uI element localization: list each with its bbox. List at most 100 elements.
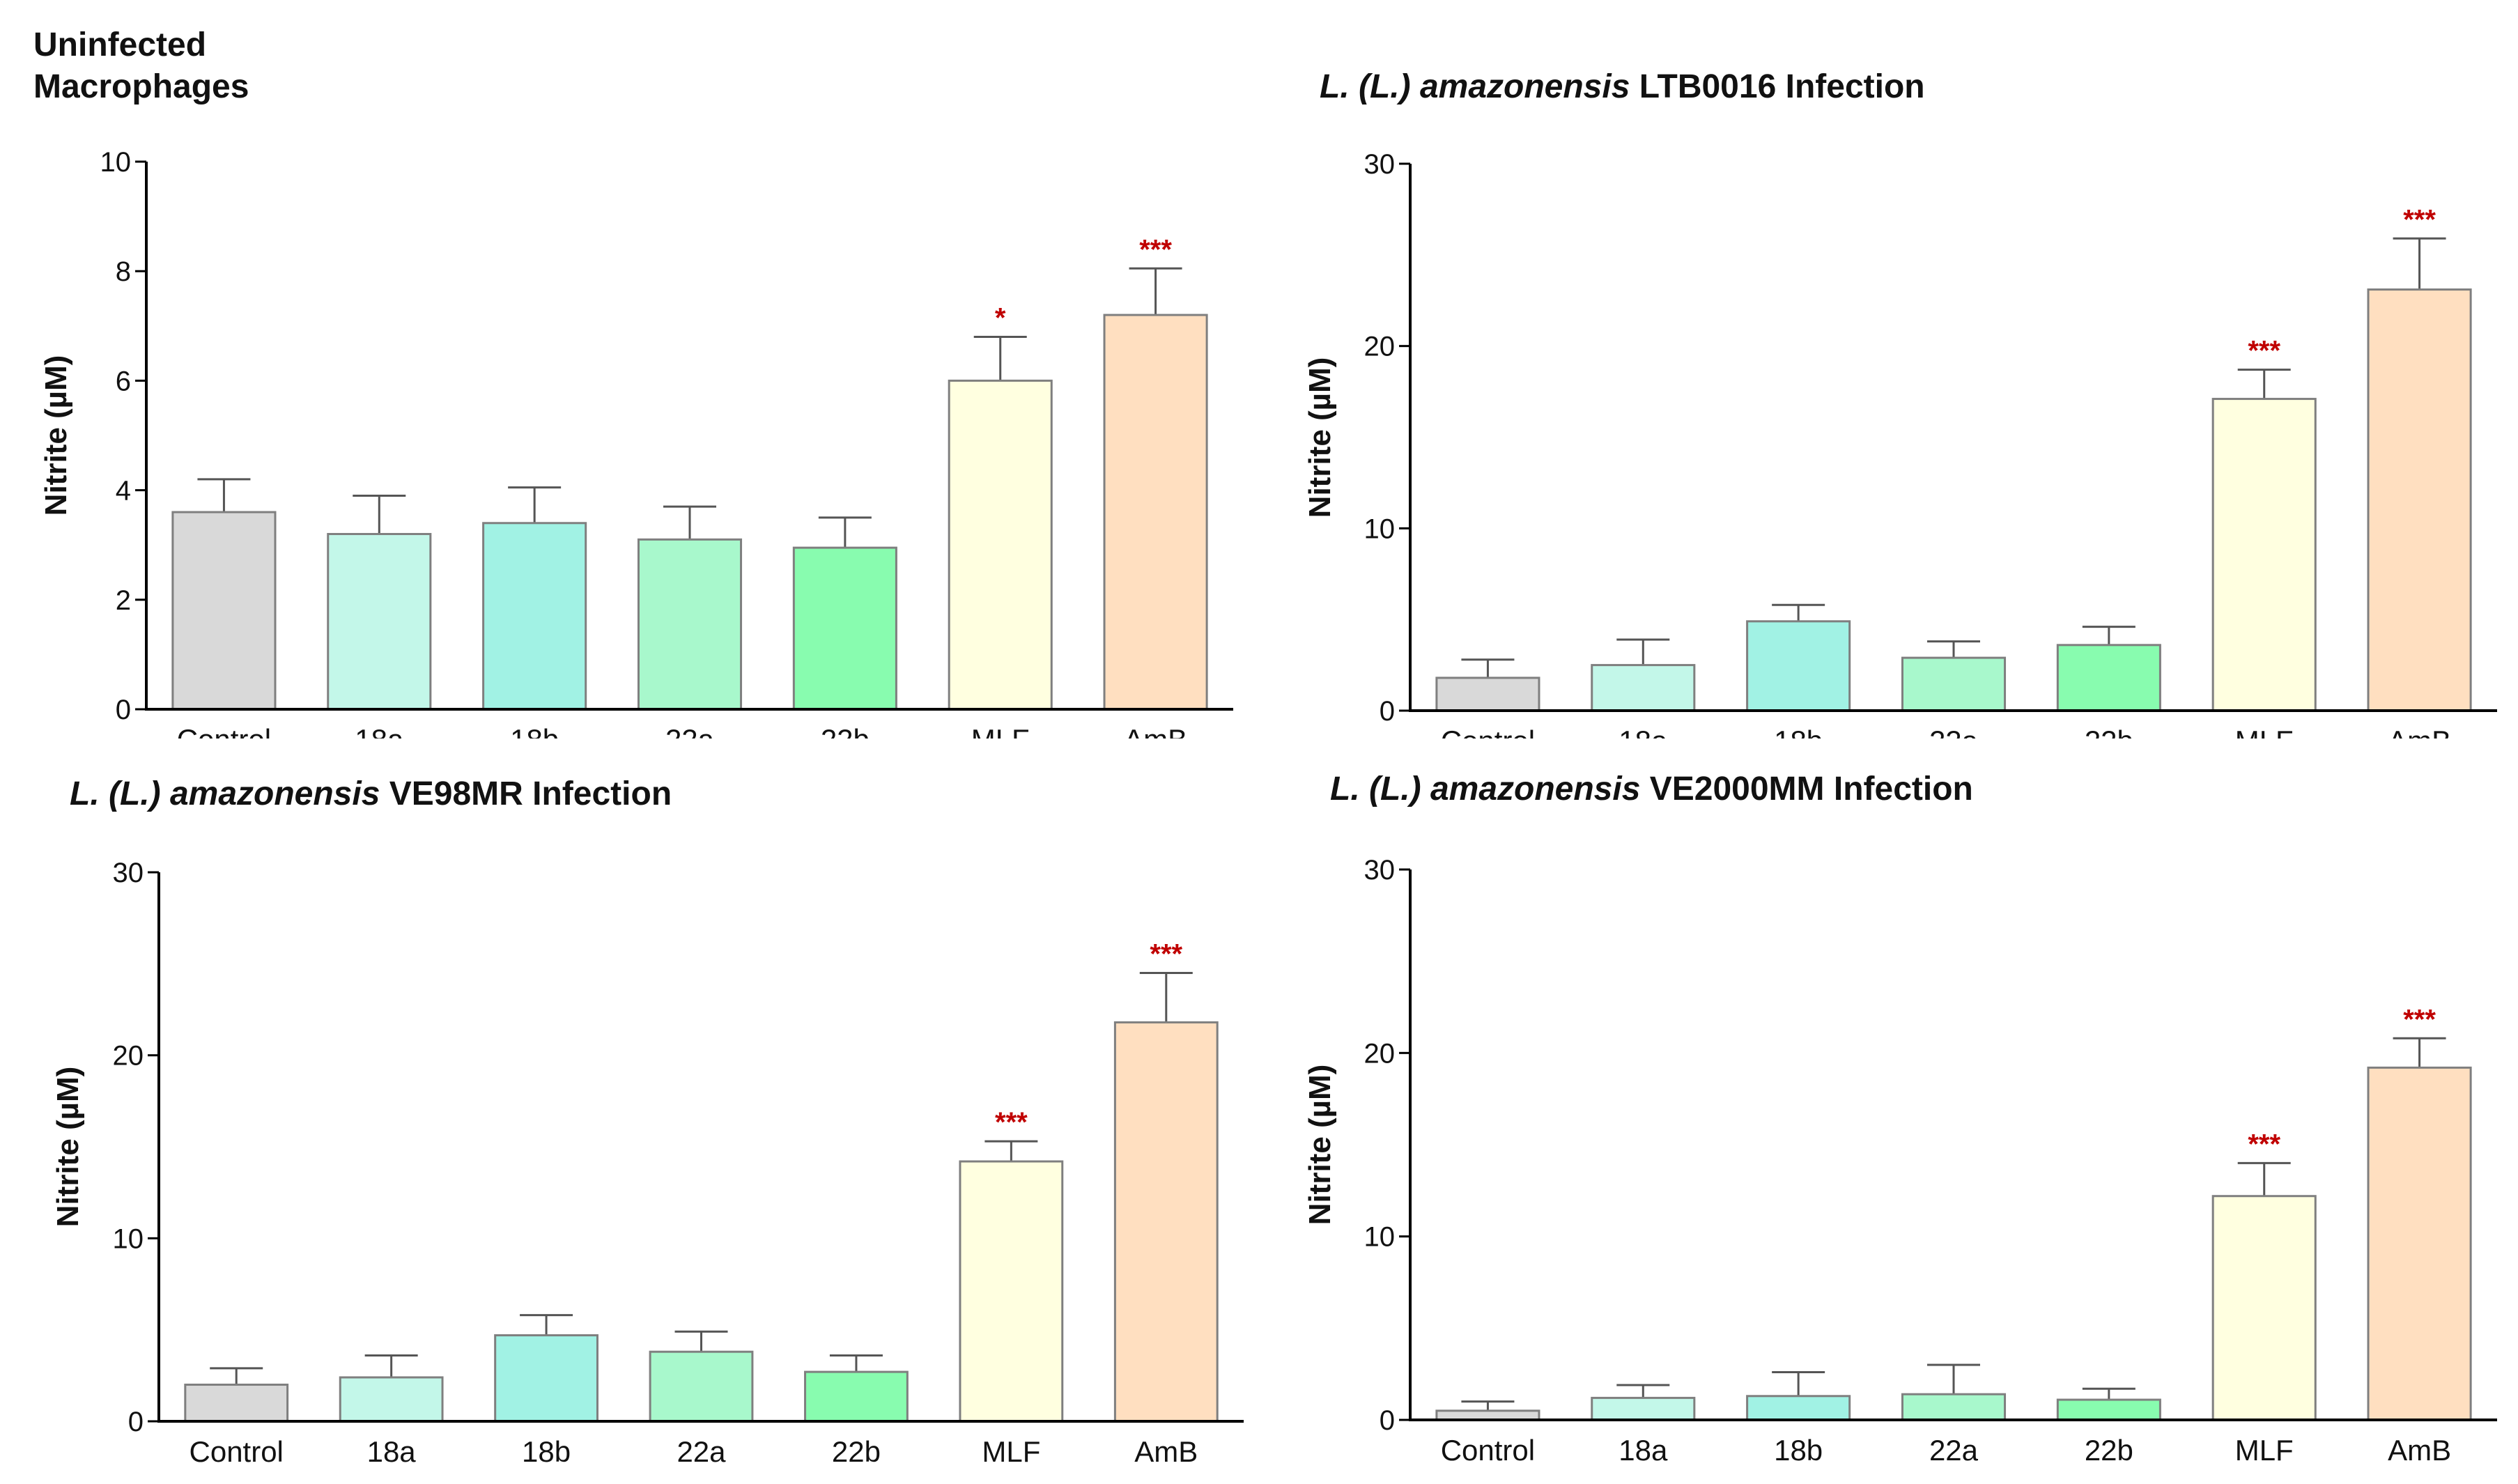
x-tick-label: 18a (1619, 725, 1668, 739)
chart-title-line2: Macrophages (33, 68, 249, 105)
x-tick-label: 18b (510, 723, 559, 739)
y-tick-label: 0 (1380, 696, 1395, 727)
bar (1103, 314, 1208, 711)
y-tick-label: 20 (113, 1041, 144, 1072)
significance-marker: *** (1150, 938, 1182, 969)
chart-title-species: L. (L.) amazonensis (1320, 68, 1630, 105)
x-tick-label: 22b (2085, 725, 2133, 739)
bar-chart-ve2000mm: Nitrite (µM) 0 10 20 30 Control 18a 18b 22a 22b ML… (1303, 855, 2497, 1467)
bar (2056, 1398, 2161, 1421)
x-tick-label: 18a (355, 723, 404, 739)
significance-marker: *** (995, 1107, 1028, 1138)
bar (948, 379, 1053, 711)
x-tick-label: 18b (522, 1435, 571, 1468)
significance-marker: *** (1139, 234, 1172, 265)
bar (171, 511, 277, 711)
x-tick-label: Control (190, 1435, 284, 1468)
bar-chart-ltb0016: Nitrite (µM) 0 10 20 30 Control 18a 18b 22a 22b ML… (1303, 149, 2497, 739)
x-tick-label: Control (177, 723, 271, 739)
bar (2211, 1195, 2317, 1421)
y-tick-label: 30 (1364, 855, 1396, 886)
bar (1591, 664, 1696, 712)
chart-title-species: L. (L.) amazonensis (70, 775, 380, 812)
chart-title-ltb0016: L. (L.) amazonensis LTB0016 Infection (1320, 66, 1925, 108)
significance-marker: *** (2403, 1004, 2436, 1035)
chart-title-strain: VE98MR Infection (380, 775, 672, 812)
x-tick-label: 22a (677, 1435, 726, 1468)
y-axis-label: Nitrite (µM) (1303, 1065, 1337, 1226)
x-tick-label: 22a (1929, 725, 1979, 739)
x-tick-label: AmB (2388, 1434, 2451, 1467)
x-tick-label: MLF (971, 723, 1030, 739)
y-tick-label: 4 (116, 476, 131, 507)
chart-title-uninfected: Uninfected Macrophages (33, 24, 249, 108)
x-tick-label: 22b (2085, 1434, 2133, 1467)
y-axis-label: Nitrite (µM) (39, 355, 73, 516)
y-tick-label: 10 (1364, 513, 1396, 544)
bar (1435, 677, 1540, 712)
x-tick-label: 18b (1774, 725, 1823, 739)
bar (2056, 644, 2161, 712)
y-tick-label: 20 (1364, 332, 1396, 362)
chart-panel-ve98mr: L. (L.) amazonensis VE98MR Infection Nit… (0, 742, 1254, 1481)
x-tick-label: MLF (2235, 1434, 2294, 1467)
x-tick-label: MLF (2235, 725, 2294, 739)
y-tick-label: 0 (116, 695, 131, 725)
x-tick-label: 22b (821, 723, 870, 739)
x-tick-label: AmB (1124, 723, 1187, 739)
chart-panel-ltb0016: L. (L.) amazonensis LTB0016 Infection Ni… (1264, 0, 2518, 739)
bar-chart-uninfected: Nitrite (µM) 0 2 4 6 8 10 Control 18a 18b 22a 22b ML… (39, 147, 1233, 739)
y-tick-label: 6 (116, 366, 131, 396)
y-tick-label: 0 (1380, 1405, 1395, 1436)
significance-marker: *** (2403, 204, 2436, 235)
bar-chart-ve98mr: Nitrite (µM) 0 10 20 30 Control 18a 18b 22a 22b ML… (51, 858, 1244, 1468)
chart-panel-ve2000mm: L. (L.) amazonensis VE2000MM Infection N… (1264, 742, 2518, 1481)
x-tick-label: Control (1441, 1434, 1535, 1467)
bar (1901, 656, 2007, 712)
x-tick-label: 22a (1929, 1434, 1979, 1467)
y-tick-label: 10 (1364, 1222, 1396, 1253)
x-tick-label: MLF (982, 1435, 1040, 1468)
y-axis-label: Nitrite (µM) (51, 1067, 85, 1228)
bar (804, 1370, 909, 1423)
chart-panel-uninfected: Uninfected Macrophages Nitrite (µM) 0 2 4 6 8… (0, 0, 1254, 739)
chart-title-ve2000mm: L. (L.) amazonensis VE2000MM Infection (1330, 768, 1973, 810)
x-tick-label: 22a (665, 723, 715, 739)
y-tick-label: 30 (1364, 149, 1396, 180)
chart-title-species: L. (L.) amazonensis (1330, 771, 1641, 807)
x-tick-label: 18b (1774, 1434, 1823, 1467)
y-tick-label: 0 (128, 1407, 144, 1437)
bar (1746, 1395, 1851, 1421)
x-tick-label: 18a (1619, 1434, 1668, 1467)
bar (792, 546, 897, 711)
bar (482, 522, 587, 711)
y-axis-label: Nitrite (µM) (1303, 357, 1337, 518)
x-tick-label: AmB (2388, 725, 2451, 739)
bar (1591, 1396, 1696, 1421)
y-tick-label: 10 (113, 1223, 144, 1254)
bar (637, 538, 743, 711)
significance-marker: *** (2248, 336, 2280, 366)
x-tick-label: AmB (1134, 1435, 1198, 1468)
bar (649, 1350, 754, 1423)
bar (339, 1376, 444, 1423)
significance-marker: * (995, 303, 1006, 334)
y-tick-label: 10 (100, 147, 132, 178)
chart-title-ve98mr: L. (L.) amazonensis VE98MR Infection (70, 773, 672, 815)
bar (1901, 1393, 2007, 1421)
chart-title-line1: Uninfected (33, 26, 207, 63)
bar (1113, 1021, 1219, 1423)
bar (2211, 398, 2317, 712)
bar (327, 532, 432, 711)
y-tick-label: 8 (116, 256, 131, 287)
y-tick-label: 20 (1364, 1038, 1396, 1069)
bar (2367, 288, 2472, 712)
bar (494, 1334, 598, 1423)
x-tick-label: Control (1441, 725, 1535, 739)
chart-title-strain: VE2000MM Infection (1640, 771, 1973, 807)
x-tick-label: 22b (832, 1435, 881, 1468)
significance-marker: *** (2248, 1129, 2280, 1159)
bar (184, 1383, 289, 1423)
bar (2367, 1066, 2472, 1421)
y-tick-label: 2 (116, 585, 131, 616)
